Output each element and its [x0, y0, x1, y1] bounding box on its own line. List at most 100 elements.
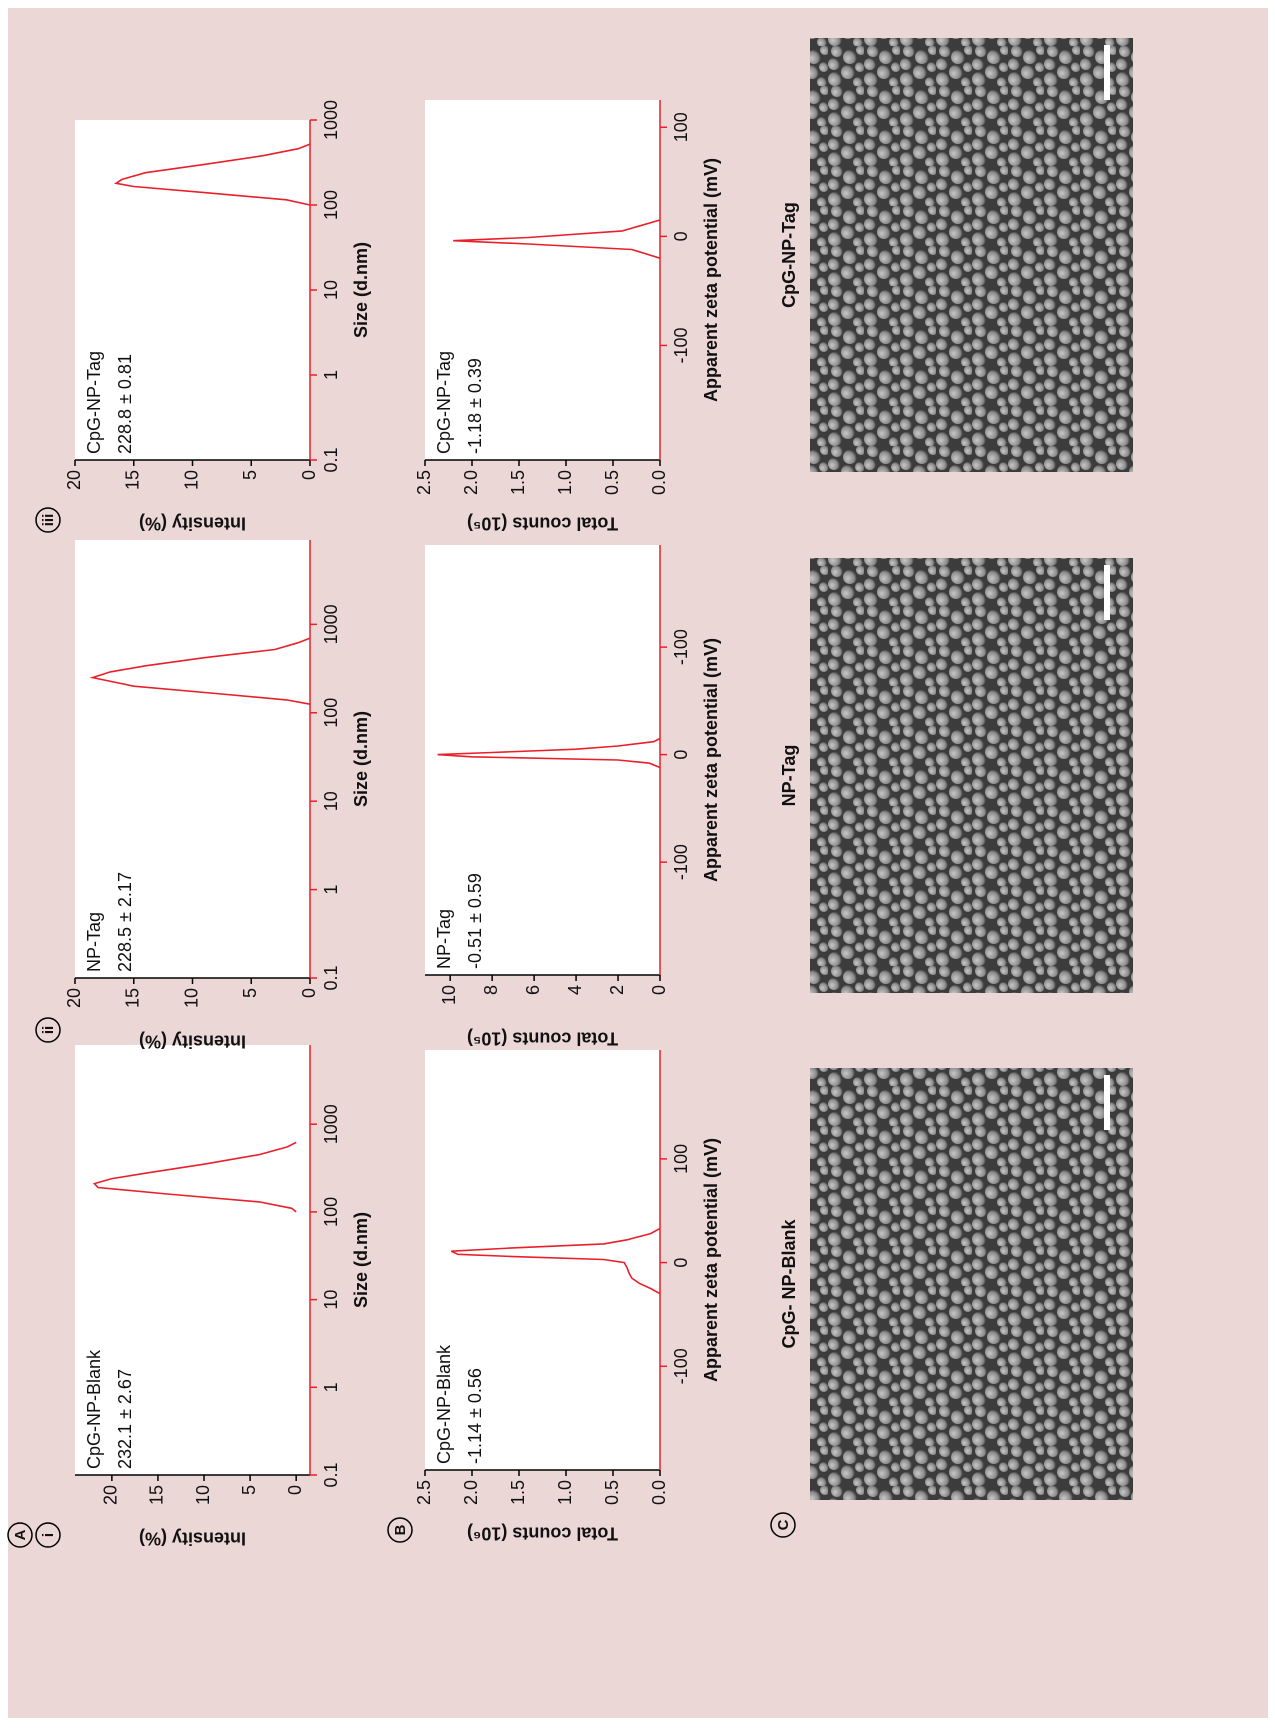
y-axis-title: Total counts (10⁵) — [467, 1028, 618, 1048]
x-tick-label: -100 — [671, 1348, 691, 1384]
y-axis-title: Intensity (%) — [139, 1528, 246, 1548]
x-tick-label: 1000 — [321, 604, 341, 644]
figure: 051015200.11101001000Size (d.nm)Intensit… — [0, 0, 1275, 1726]
y-tick-label: 20 — [101, 1485, 121, 1505]
y-tick-label: 2.5 — [414, 1480, 434, 1505]
annotation: CpG-NP-Blank — [434, 1344, 454, 1464]
y-tick-label: 2.0 — [461, 1480, 481, 1505]
plot-area — [75, 540, 310, 978]
x-axis-title: Apparent zeta potential (mV) — [701, 158, 721, 402]
annotation: NP-Tag — [84, 912, 104, 972]
x-tick-label: 0.1 — [321, 447, 341, 472]
y-axis-title: Total counts (10⁵) — [467, 513, 618, 533]
plot-area — [75, 1045, 310, 1475]
x-tick-label: 100 — [671, 112, 691, 142]
y-tick-label: 0 — [299, 988, 319, 998]
y-tick-label: 10 — [193, 1485, 213, 1505]
y-tick-label: 5 — [239, 1485, 259, 1495]
y-tick-label: 1.0 — [555, 1480, 575, 1505]
y-tick-label: 20 — [64, 988, 84, 1008]
image-caption: CpG- NP-Blank — [779, 1219, 799, 1349]
y-axis-title: Intensity (%) — [139, 1031, 246, 1051]
panel-label: A — [12, 1529, 29, 1540]
panel-label: iii — [40, 514, 57, 527]
annotation: NP-Tag — [434, 909, 454, 969]
x-tick-label: 10 — [321, 791, 341, 811]
x-axis-title: Apparent zeta potential (mV) — [701, 638, 721, 882]
image-caption: NP-Tag — [779, 745, 799, 807]
x-tick-label: 1000 — [321, 100, 341, 140]
panel-label: ii — [40, 1026, 57, 1034]
x-tick-label: 0.1 — [321, 1462, 341, 1487]
y-tick-label: 5 — [240, 470, 260, 480]
x-tick-label: 100 — [321, 190, 341, 220]
y-tick-label: 5 — [240, 988, 260, 998]
x-tick-label: 10 — [321, 280, 341, 300]
x-tick-label: 100 — [671, 1144, 691, 1174]
annotation: CpG-NP-Tag — [434, 351, 454, 454]
x-axis-title: Size (d.nm) — [351, 1212, 371, 1308]
panel-label: i — [40, 1533, 57, 1537]
plot-area — [425, 1050, 660, 1470]
y-axis-title: Intensity (%) — [139, 513, 246, 533]
y-tick-label: 0 — [649, 985, 669, 995]
y-tick-label: 8 — [481, 985, 501, 995]
annotation: 232.1 ± 2.67 — [115, 1369, 135, 1469]
x-axis-title: Size (d.nm) — [351, 711, 371, 807]
plot-area — [425, 100, 660, 460]
annotation: -1.14 ± 0.56 — [465, 1368, 485, 1464]
y-tick-label: 1.5 — [508, 1480, 528, 1505]
annotation: 228.8 ± 0.81 — [115, 354, 135, 454]
y-tick-label: 2.5 — [414, 470, 434, 495]
x-tick-label: 1 — [321, 885, 341, 895]
annotation: -1.18 ± 0.39 — [465, 358, 485, 454]
sem-image — [810, 38, 1133, 472]
panel-label: B — [392, 1524, 409, 1535]
y-tick-label: 0.5 — [602, 470, 622, 495]
x-tick-label: 0 — [671, 1258, 691, 1268]
annotation: CpG-NP-Blank — [84, 1349, 104, 1469]
x-tick-label: 1 — [321, 1382, 341, 1392]
y-tick-label: 6 — [523, 985, 543, 995]
x-tick-label: -100 — [671, 844, 691, 880]
y-tick-label: 4 — [565, 985, 585, 995]
x-tick-label: -100 — [671, 629, 691, 665]
y-tick-label: 1.0 — [555, 470, 575, 495]
annotation: -0.51 ± 0.59 — [465, 873, 485, 969]
y-tick-label: 0 — [299, 470, 319, 480]
annotation: 228.5 ± 2.17 — [115, 872, 135, 972]
annotation: CpG-NP-Tag — [84, 351, 104, 454]
y-tick-label: 2.0 — [461, 470, 481, 495]
x-axis-title: Apparent zeta potential (mV) — [701, 1138, 721, 1382]
y-tick-label: 0.0 — [649, 470, 669, 495]
panel-label: C — [775, 1519, 792, 1530]
x-tick-label: 0 — [671, 231, 691, 241]
x-tick-label: 100 — [321, 1197, 341, 1227]
plot-area — [75, 120, 310, 460]
y-tick-label: 10 — [181, 470, 201, 490]
y-tick-label: 2 — [607, 985, 627, 995]
y-tick-label: 0.0 — [649, 1480, 669, 1505]
image-caption: CpG-NP-Tag — [779, 202, 799, 308]
x-tick-label: -100 — [671, 327, 691, 363]
y-tick-label: 0 — [285, 1485, 305, 1495]
x-axis-title: Size (d.nm) — [351, 242, 371, 338]
x-tick-label: 0.1 — [321, 965, 341, 990]
sem-image — [810, 558, 1133, 993]
x-tick-label: 1 — [321, 370, 341, 380]
y-axis-title: Total counts (10⁶) — [467, 1523, 618, 1543]
y-tick-label: 20 — [64, 470, 84, 490]
x-tick-label: 10 — [321, 1290, 341, 1310]
x-tick-label: 100 — [321, 698, 341, 728]
y-tick-label: 10 — [181, 988, 201, 1008]
x-tick-label: 1000 — [321, 1104, 341, 1144]
y-tick-label: 1.5 — [508, 470, 528, 495]
y-tick-label: 0.5 — [602, 1480, 622, 1505]
y-tick-label: 15 — [123, 988, 143, 1008]
page: {"panels":{"labels":["A","i","ii","iii",… — [0, 0, 1275, 1726]
y-tick-label: 15 — [123, 470, 143, 490]
y-tick-label: 10 — [439, 985, 459, 1005]
sem-image — [810, 1068, 1133, 1500]
y-tick-label: 15 — [147, 1485, 167, 1505]
